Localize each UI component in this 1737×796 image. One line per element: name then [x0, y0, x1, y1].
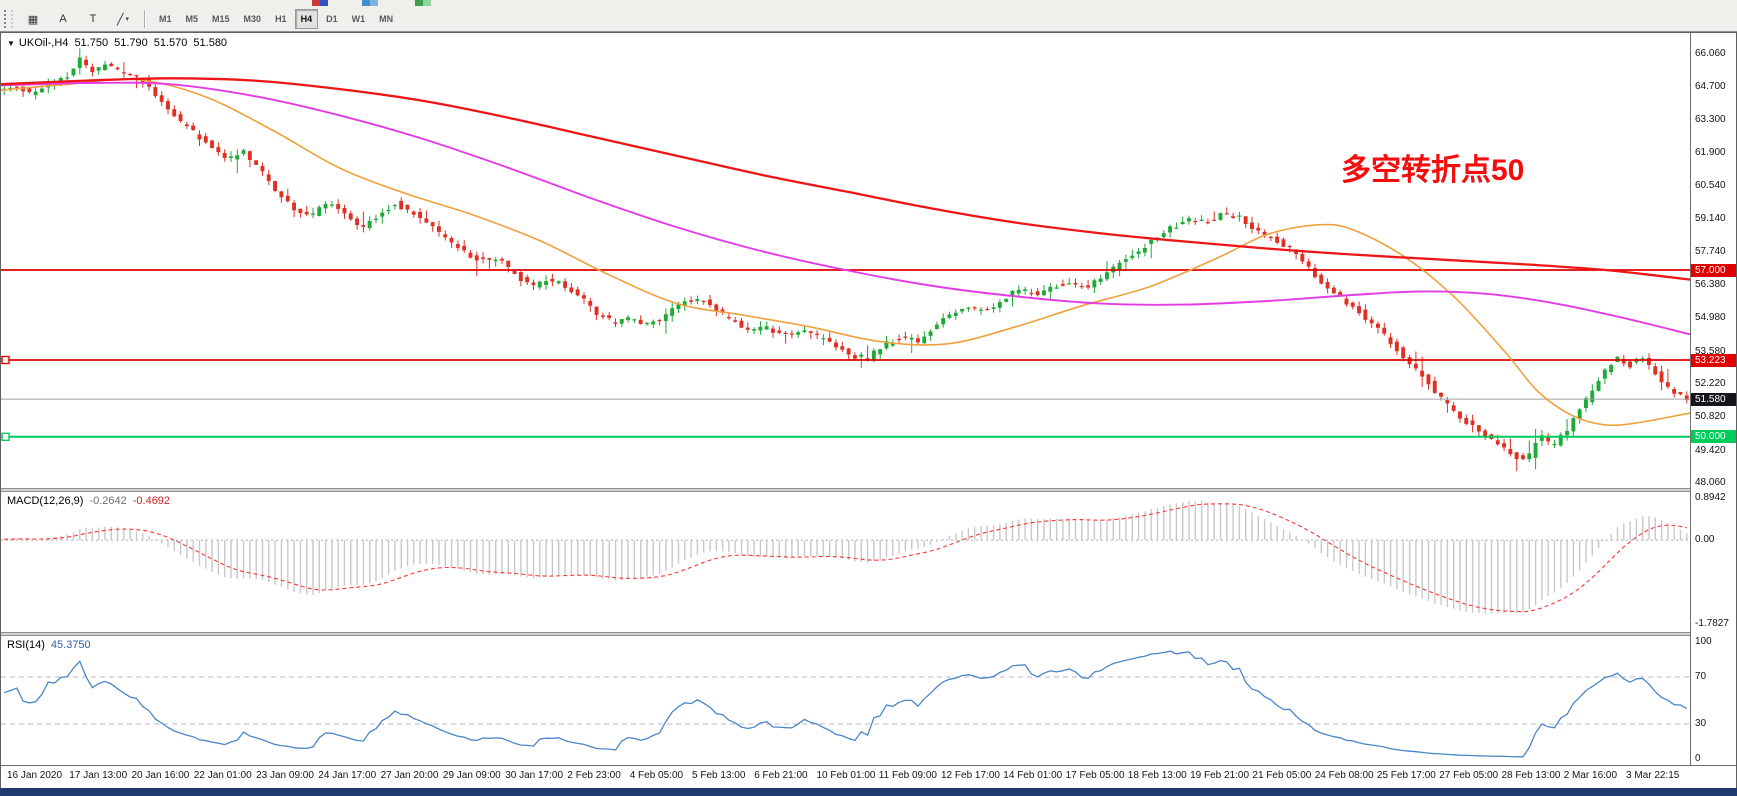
- time-axis-label: 12 Feb 17:00: [941, 770, 1000, 781]
- price-axis[interactable]: 66.060 64.700 63.300 61.900 60.540 59.140 57.7…: [1690, 33, 1736, 765]
- price-axis-label: 59.140: [1695, 213, 1726, 224]
- price-axis-label: 48.060: [1695, 477, 1726, 488]
- time-axis-label: 2 Mar 16:00: [1563, 770, 1618, 781]
- time-axis-label: 21 Feb 05:00: [1252, 770, 1312, 781]
- time-axis-label: 3 Mar 22:15: [1626, 770, 1680, 781]
- price-axis-label: 56.380: [1695, 278, 1726, 290]
- time-axis-label: 10 Feb 01:00: [816, 770, 876, 781]
- time-axis-label: 30 Jan 17:00: [505, 770, 564, 781]
- drawing-objects-dropdown[interactable]: ╱ ▾: [116, 13, 130, 26]
- time-axis-label: 5 Feb 13:00: [692, 770, 746, 781]
- ohlc-open: 51.750: [74, 37, 109, 49]
- ohlc-close: 51.580: [193, 37, 228, 49]
- rsi-axis-label: 100: [1695, 635, 1712, 647]
- chart-dropdown-icon[interactable]: ▼: [7, 38, 15, 48]
- text-label-tool[interactable]: A: [59, 13, 67, 25]
- price-axis-label: 52.220: [1695, 377, 1726, 389]
- time-axis[interactable]: 16 Jan 2020 17 Jan 13:00 20 Jan 16:00 22 Ja…: [1, 765, 1736, 788]
- price-axis-label: 60.540: [1695, 179, 1726, 191]
- time-axis-label: 23 Jan 09:00: [256, 770, 314, 781]
- candlestick-chart[interactable]: [1, 33, 1690, 488]
- rsi-chart[interactable]: [1, 636, 1690, 765]
- macd-axis-label: 0.8942: [1695, 491, 1726, 503]
- timeframe-button-m5[interactable]: M5: [185, 14, 199, 24]
- time-axis-label: 19 Feb 21:00: [1190, 770, 1250, 781]
- timeframe-button-m30[interactable]: M30: [243, 14, 262, 24]
- price-level-tag: 53.223: [1691, 353, 1736, 367]
- time-axis-label: 20 Jan 16:00: [131, 770, 190, 781]
- rsi-axis-label: 30: [1695, 718, 1707, 729]
- chart-title: ▼ UKOil-,H4 51.750 51.790 51.570 51.580: [7, 37, 233, 49]
- timeframe-button-mn[interactable]: MN: [379, 14, 394, 24]
- time-axis-label: 17 Jan 13:00: [69, 770, 128, 781]
- price-axis-label: 53.580: [1695, 345, 1726, 357]
- status-bar: [0, 788, 1737, 796]
- time-axis-label: 14 Feb 01:00: [1003, 770, 1063, 781]
- time-axis-label: 27 Jan 20:00: [380, 770, 439, 781]
- chart-text-annotation[interactable]: 多空转折点50: [1341, 154, 1525, 187]
- macd-axis-label: 0.00: [1695, 534, 1715, 546]
- timeframe-button-m1[interactable]: M1: [159, 14, 172, 24]
- panel-splitter[interactable]: [1, 488, 1736, 492]
- rsi-indicator-label: RSI(14) 45.3750: [7, 639, 91, 651]
- time-axis-label: 27 Feb 05:00: [1439, 770, 1499, 781]
- timeframe-button-h1[interactable]: H1: [275, 14, 287, 24]
- current-price-tag: 51.580: [1691, 392, 1736, 406]
- price-axis-label: 63.300: [1695, 114, 1726, 125]
- time-axis-label: 11 Feb 09:00: [878, 770, 937, 781]
- toolbar-separator: [144, 10, 146, 28]
- ohlc-high: 51.790: [114, 37, 148, 49]
- price-chart-panel[interactable]: [1, 33, 1690, 488]
- chart-window: ▼ UKOil-,H4 51.750 51.790 51.570 51.580 …: [0, 32, 1737, 788]
- price-level-tag: 50.000: [1691, 430, 1736, 444]
- time-axis-label: 16 Jan 2020: [7, 770, 63, 781]
- time-axis-label: 6 Feb 21:00: [754, 770, 808, 781]
- time-axis-label: 22 Jan 01:00: [193, 770, 252, 781]
- panel-splitter[interactable]: [1, 632, 1736, 636]
- toolbar-row: ▦ A T ╱ ▾ M1 M5 M15 M30 H1 H4 D1 W1 MN: [0, 8, 400, 30]
- timeframe-button-h4[interactable]: H4: [294, 9, 319, 29]
- chart-symbol-label: UKOil-,H4: [18, 37, 69, 49]
- chart-grid-icon[interactable]: ▦: [27, 13, 39, 26]
- macd-axis-label: -1.7827: [1695, 618, 1729, 630]
- time-axis-label: 4 Feb 05:00: [629, 770, 684, 781]
- rsi-panel[interactable]: [1, 636, 1690, 765]
- price-axis-label: 64.700: [1695, 80, 1726, 92]
- clipped-toolbar-icon: [312, 0, 328, 6]
- time-axis-label: 24 Feb 08:00: [1314, 770, 1374, 781]
- time-axis-label: 24 Jan 17:00: [318, 770, 377, 781]
- toolbar-grip[interactable]: [4, 10, 13, 28]
- price-axis-label: 54.980: [1695, 312, 1726, 324]
- time-axis-label: 17 Feb 05:00: [1065, 770, 1125, 781]
- time-axis-label: 18 Feb 13:00: [1127, 770, 1187, 781]
- timeframe-button-d1[interactable]: D1: [326, 14, 338, 24]
- price-axis-label: 50.820: [1695, 411, 1726, 423]
- time-axis-label: 28 Feb 13:00: [1501, 770, 1561, 781]
- clipped-toolbar-row: [0, 0, 1737, 7]
- price-axis-label: 57.740: [1695, 246, 1726, 258]
- price-axis-label: 49.420: [1695, 444, 1726, 456]
- timeframe-button-w1[interactable]: W1: [351, 14, 366, 24]
- price-axis-label: 61.900: [1695, 147, 1726, 159]
- price-level-tag: 57.000: [1691, 263, 1736, 277]
- toolbar: ▦ A T ╱ ▾ M1 M5 M15 M30 H1 H4 D1 W1 MN: [0, 0, 1737, 32]
- clipped-toolbar-icon: [415, 0, 431, 6]
- time-axis-label: 29 Jan 09:00: [442, 770, 501, 781]
- arrow-tool[interactable]: T: [89, 13, 97, 25]
- rsi-axis-label: 70: [1695, 671, 1707, 682]
- clipped-toolbar-icon: [362, 0, 378, 6]
- macd-panel[interactable]: [1, 492, 1690, 632]
- time-axis-label: 25 Feb 17:00: [1376, 770, 1436, 781]
- macd-chart[interactable]: [1, 492, 1690, 632]
- ohlc-low: 51.570: [153, 37, 188, 49]
- macd-indicator-label: MACD(12,26,9) -0.2642 -0.4692: [7, 495, 171, 507]
- time-axis-label: 2 Feb 23:00: [567, 770, 621, 781]
- rsi-axis-label: 0: [1695, 753, 1701, 765]
- price-axis-label: 66.060: [1695, 48, 1726, 60]
- timeframe-button-m15[interactable]: M15: [212, 14, 230, 24]
